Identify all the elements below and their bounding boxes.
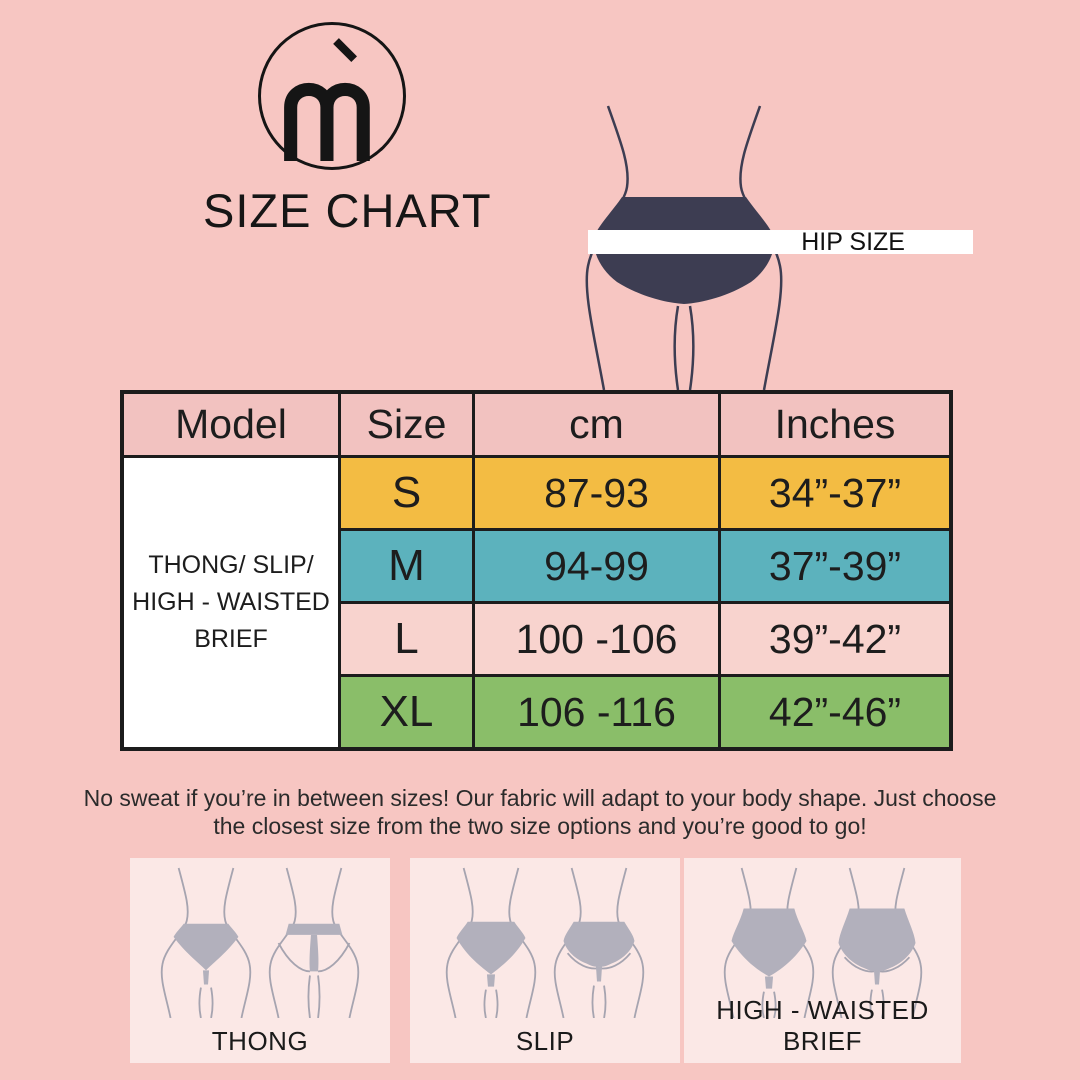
model-line: THONG/ SLIP/ <box>148 551 314 579</box>
table-cell-size-l: L <box>341 604 472 674</box>
hip-size-label: HIP SIZE <box>801 227 905 256</box>
sizing-note-line2: the closest size from the two size optio… <box>213 813 867 839</box>
col-header-cm: cm <box>475 394 718 455</box>
brief-back-icon <box>831 867 922 1018</box>
table-cell-inches-l: 39”-42” <box>721 604 949 674</box>
table-cell-size-m: M <box>341 531 472 601</box>
col-header-model: Model <box>124 394 338 455</box>
slip-illustrations <box>410 866 680 1018</box>
model-line: HIGH - WAISTED <box>132 588 330 616</box>
table-cell-cm-m: 94-99 <box>475 531 718 601</box>
table-cell-cm-s: 87-93 <box>475 458 718 528</box>
thong-front-icon <box>160 867 252 1018</box>
slip-front-icon <box>445 867 537 1018</box>
brief-illustrations <box>684 866 961 1018</box>
thong-back-icon <box>268 867 360 1018</box>
table-cell-size-s: S <box>341 458 472 528</box>
m-monogram-icon <box>284 38 370 161</box>
table-cell-cm-l: 100 -106 <box>475 604 718 674</box>
col-header-size: Size <box>341 394 472 455</box>
size-table: Model Size cm Inches THONG/ SLIP/ HIGH -… <box>120 390 953 751</box>
brief-front-icon <box>723 867 814 1018</box>
sizing-note: No sweat if you’re in between sizes! Our… <box>0 784 1080 840</box>
table-cell-inches-xl: 42”-46” <box>721 677 949 747</box>
style-label-high-waisted-brief: HIGH - WAISTED BRIEF <box>716 995 929 1056</box>
style-label-slip: SLIP <box>515 1026 575 1056</box>
table-cell-cm-xl: 106 -116 <box>475 677 718 747</box>
style-panel-high-waisted-brief: HIGH - WAISTED BRIEF <box>684 858 961 1063</box>
page-title: SIZE CHART <box>203 184 492 237</box>
style-label-thong: THONG <box>211 1026 309 1056</box>
sizing-note-line1: No sweat if you’re in between sizes! Our… <box>83 785 997 811</box>
table-cell-size-xl: XL <box>341 677 472 747</box>
slip-back-icon <box>553 867 645 1018</box>
model-cell: THONG/ SLIP/ HIGH - WAISTED BRIEF <box>124 458 338 747</box>
hip-size-measure-bar: HIP SIZE <box>588 227 973 256</box>
col-header-inches: Inches <box>721 394 949 455</box>
style-panel-slip: SLIP <box>410 858 680 1063</box>
style-panel-thong: THONG <box>130 858 390 1063</box>
brand-logo <box>258 22 406 170</box>
thong-illustrations <box>130 866 390 1018</box>
model-line: BRIEF <box>194 625 268 653</box>
table-cell-inches-s: 34”-37” <box>721 458 949 528</box>
table-cell-inches-m: 37”-39” <box>721 531 949 601</box>
